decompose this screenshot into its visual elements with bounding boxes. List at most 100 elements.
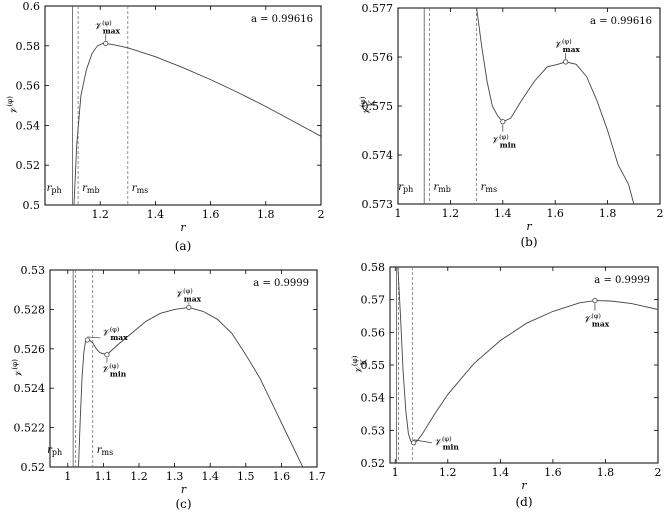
x-tick-label: 1.6: [546, 207, 564, 220]
panel-caption: (c): [175, 497, 191, 511]
reference-line-label: rms: [132, 183, 148, 195]
extremum-marker: [84, 337, 90, 343]
x-tick-label: 1.2: [439, 466, 457, 479]
parameter-label: a = 0.9999: [594, 275, 650, 286]
panel-caption: (d): [515, 495, 532, 509]
y-tick-label: 0.575: [362, 100, 394, 113]
x-tick-label: 2: [655, 466, 662, 479]
y-axis-label: 𝒱(φ): [10, 359, 25, 378]
extremum-marker: [592, 298, 598, 304]
panel-caption: (a): [175, 239, 192, 253]
reference-line-label: rmb: [82, 183, 100, 195]
y-tick-label: 0.55: [361, 359, 386, 372]
reference-line-label: rms: [481, 182, 497, 194]
x-tick-label: 1.4: [201, 470, 219, 483]
x-tick-label: 1.5: [237, 470, 255, 483]
y-tick-label: 0.6: [23, 0, 41, 13]
y-tick-label: 0.573: [362, 198, 394, 211]
x-tick-label: 1: [395, 207, 402, 220]
reference-line-label: rms: [97, 445, 113, 457]
x-tick-label: 1.4: [494, 207, 512, 220]
extremum-label: 𝒱(φ) min: [491, 133, 517, 150]
x-tick-label: 1.2: [91, 208, 109, 221]
y-tick-label: 0.58: [16, 40, 41, 53]
y-tick-label: 0.57: [361, 294, 386, 307]
data-series-line: [397, 267, 658, 444]
y-axis-label: 𝒱(φ)K: [350, 355, 368, 374]
extremum-marker: [500, 119, 506, 125]
plot-frame: [49, 269, 318, 468]
x-tick-label: 2: [318, 208, 325, 221]
x-tick-label: 1: [64, 470, 71, 483]
x-axis-label: r: [181, 483, 187, 496]
y-axis-label: 𝒱(φ): [5, 96, 20, 115]
x-axis-label: r: [521, 479, 527, 492]
x-tick-label: 1.6: [544, 466, 562, 479]
annotation-arrow: [87, 336, 101, 339]
plot-frame: [389, 266, 659, 464]
parameter-label: a = 0.99616: [590, 16, 652, 27]
y-tick-label: 0.577: [362, 2, 394, 15]
y-tick-label: 0.52: [16, 159, 41, 172]
reference-line-label: rph: [47, 445, 62, 457]
y-tick-label: 0.526: [14, 343, 46, 356]
data-series-line: [476, 8, 635, 204]
extremum-label: 𝒱(φ) max: [101, 325, 128, 342]
extremum-label: 𝒱(φ) min: [101, 362, 127, 379]
extremum-label: 𝒱(φ) max: [175, 287, 202, 304]
y-tick-label: 0.53: [361, 424, 386, 437]
x-tick-label: 2: [657, 207, 664, 220]
panel-a: 1.2 1.4 1.6 1.8 2 0.5 0.52 0.54 0.56 0.58 0.6 r 𝒱(φ)…: [5, 0, 324, 253]
panel-c: 1 1.1 1.2 1.3 1.4 1.5 1.6 1.7 0.52 0.522 0.524 0.52…: [10, 264, 326, 511]
extremum-marker: [563, 59, 569, 65]
x-tick-label: 1.6: [202, 208, 220, 221]
x-tick-label: 1.7: [308, 470, 326, 483]
x-tick-label: 1: [392, 466, 399, 479]
annotation-arrow: [413, 439, 432, 444]
y-tick-label: 0.524: [14, 382, 46, 395]
x-tick-label: 1.8: [597, 466, 615, 479]
plot-frame: [397, 7, 661, 205]
y-tick-label: 0.53: [21, 264, 46, 277]
x-tick-label: 1.4: [492, 466, 510, 479]
x-axis-label: r: [180, 221, 186, 234]
y-axis-label-group: 𝒱(φ)K: [358, 96, 376, 115]
panel-caption: (b): [520, 235, 537, 249]
x-tick-label: 1.2: [130, 470, 148, 483]
y-tick-label: 0.522: [14, 422, 46, 435]
data-series-line: [73, 42, 321, 205]
panel-d: 1 1.2 1.4 1.6 1.8 2 0.52 0.53 0.54 0.55 0.56 0.57 0.…: [350, 261, 661, 509]
y-tick-label: 0.56: [361, 326, 386, 339]
reference-line-label: rmb: [433, 182, 451, 194]
extremum-marker: [411, 440, 417, 446]
extremum-label: 𝒱(φ) max: [94, 19, 121, 36]
x-tick-label: 1.4: [147, 208, 165, 221]
extremum-marker: [186, 304, 192, 311]
extremum-label: 𝒱(φ) max: [583, 312, 610, 329]
x-axis-label: r: [526, 220, 532, 233]
y-tick-label: 0.52: [361, 457, 386, 470]
x-tick-label: 1.8: [257, 208, 275, 221]
y-tick-label: 0.58: [361, 261, 386, 274]
parameter-label: a = 0.99616: [251, 14, 313, 25]
y-axis-label: 𝒱(φ)K: [358, 96, 376, 115]
panel-b: 1 1.2 1.4 1.6 1.8 2 0.573 0.574 0.575 0.576 0.577 r…: [358, 2, 663, 249]
y-tick-label: 0.54: [361, 392, 386, 405]
parameter-label: a = 0.9999: [253, 278, 309, 289]
x-tick-label: 1.1: [95, 470, 113, 483]
extremum-label: 𝒱(φ) max: [554, 37, 581, 54]
extremum-marker: [104, 352, 110, 358]
y-axis-label-group: 𝒱(φ)K: [350, 355, 368, 374]
x-tick-label: 1.3: [166, 470, 184, 483]
y-axis-label-group: 𝒱(φ): [5, 96, 20, 115]
extremum-label: 𝒱(φ) min: [434, 435, 460, 452]
x-tick-label: 1.6: [273, 470, 291, 483]
extremum-marker: [103, 40, 109, 47]
plot-frame: [44, 5, 322, 206]
x-tick-label: 1.8: [599, 207, 617, 220]
y-tick-label: 0.574: [362, 149, 394, 162]
y-tick-label: 0.5: [23, 199, 41, 212]
reference-line-label: rph: [398, 182, 413, 194]
y-tick-label: 0.54: [16, 119, 41, 132]
